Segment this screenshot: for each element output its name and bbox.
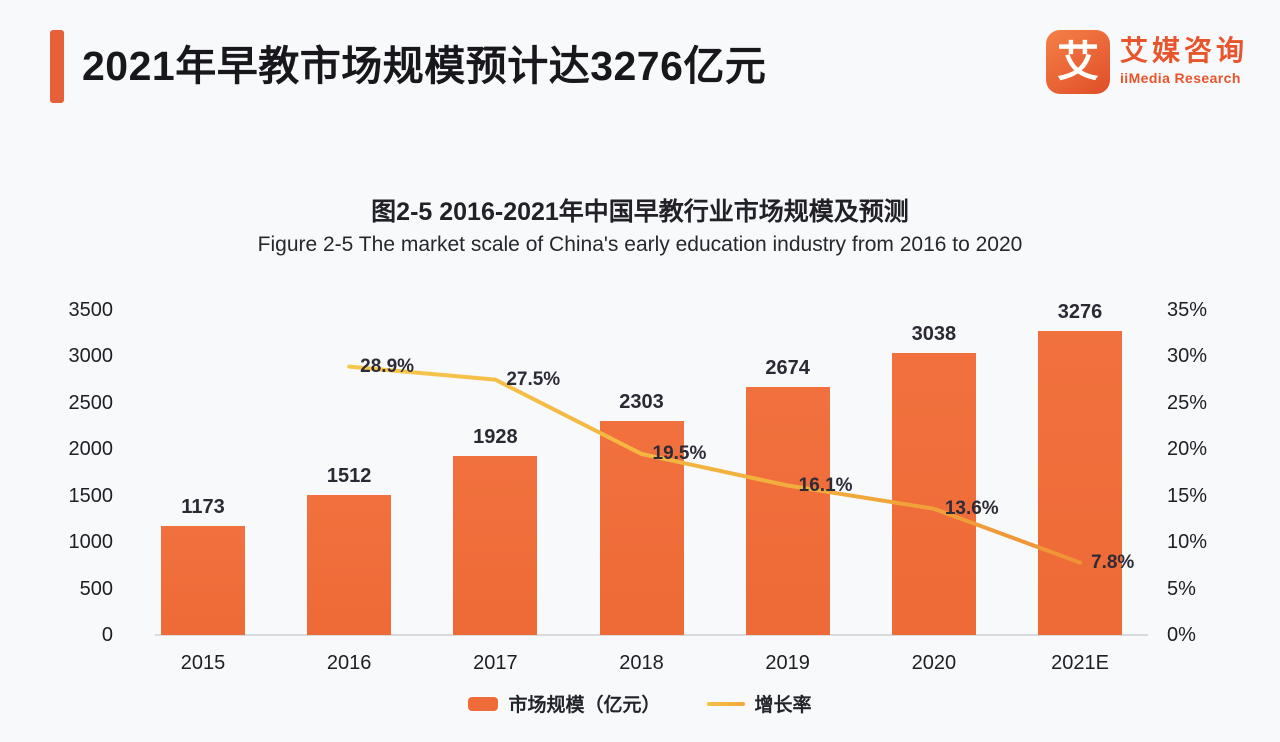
y-axis-tick-right: 20% [1167, 438, 1208, 461]
growth-point-label: 27.5% [506, 368, 561, 390]
bar-value-label: 1928 [473, 425, 518, 448]
title-accent-bar [50, 30, 64, 103]
growth-point-label: 16.1% [798, 474, 853, 496]
iimedia-logo-icon: 艾 [1046, 30, 1110, 94]
bar-value-label: 2674 [765, 356, 810, 379]
x-axis-label: 2015 [180, 652, 226, 674]
growth-point-label: 13.6% [944, 497, 999, 519]
bar-2015 [161, 526, 245, 635]
x-axis-line [155, 634, 1148, 636]
bar-2020 [891, 352, 976, 635]
chart-legend: 市场规模（亿元） 增长率 [0, 690, 1280, 717]
y-axis-tick-left: 0 [101, 624, 113, 646]
y-axis-tick-left: 3500 [68, 299, 114, 321]
x-axis-label: 2019 [765, 652, 810, 674]
growth-point-label: 19.5% [652, 442, 707, 464]
growth-point-label: 28.9% [360, 355, 415, 377]
y-axis-tick-left: 2000 [68, 438, 114, 461]
iimedia-logo: 艾 艾媒咨询 iiMedia Research [1046, 30, 1248, 94]
legend-item-growth-rate: 增长率 [706, 690, 812, 717]
y-axis-tick-left: 1000 [68, 531, 114, 554]
y-axis-tick-right: 25% [1167, 391, 1208, 414]
legend-label: 市场规模（亿元） [508, 695, 661, 716]
y-axis-tick-left: 2500 [68, 391, 114, 414]
bar-value-label: 3038 [911, 322, 957, 345]
y-axis-tick-right: 30% [1167, 345, 1208, 368]
bar-value-label: 3276 [1057, 300, 1103, 323]
x-axis-label: 2017 [473, 652, 518, 674]
y-axis-tick-left: 500 [79, 577, 113, 600]
bar-value-label: 1512 [326, 464, 372, 487]
x-axis-label: 2020 [911, 652, 957, 674]
y-axis-tick-right: 5% [1167, 577, 1196, 600]
y-axis-tick-right: 15% [1167, 484, 1208, 507]
legend-item-market-scale: 市场规模（亿元） [468, 690, 661, 717]
chart-title: 图2-5 2016-2021年中国早教行业市场规模及预测 [371, 198, 909, 226]
line-series-swatch-icon [706, 701, 745, 706]
iimedia-logo-text: 艾媒咨询 iiMedia Research [1120, 30, 1248, 86]
page-title: 2021年早教市场规模预计达3276亿元 [82, 43, 767, 89]
x-axis-label: 2016 [326, 652, 372, 674]
x-axis-label: 2021E [1051, 652, 1109, 674]
bar-2017 [453, 455, 538, 635]
bar-value-label: 1173 [181, 496, 225, 519]
bar-2016 [307, 494, 392, 635]
bar-value-label: 2303 [619, 391, 664, 414]
y-axis-tick-left: 3000 [68, 345, 114, 368]
bar-series-swatch-icon [468, 696, 499, 711]
bar-2021E [1038, 330, 1122, 635]
logo-name-cn: 艾媒咨询 [1120, 35, 1249, 66]
legend-label: 增长率 [754, 695, 812, 716]
y-axis-tick-left: 1500 [68, 484, 114, 507]
growth-point-label: 7.8% [1091, 551, 1135, 573]
logo-name-en: iiMedia Research [1120, 69, 1241, 86]
bar-2019 [745, 386, 830, 635]
y-axis-tick-right: 0% [1167, 624, 1196, 646]
x-axis-label: 2018 [619, 652, 664, 674]
y-axis-tick-right: 35% [1167, 299, 1208, 321]
chart-subtitle: Figure 2-5 The market scale of China's e… [257, 233, 1023, 256]
y-axis-tick-right: 10% [1167, 531, 1208, 554]
